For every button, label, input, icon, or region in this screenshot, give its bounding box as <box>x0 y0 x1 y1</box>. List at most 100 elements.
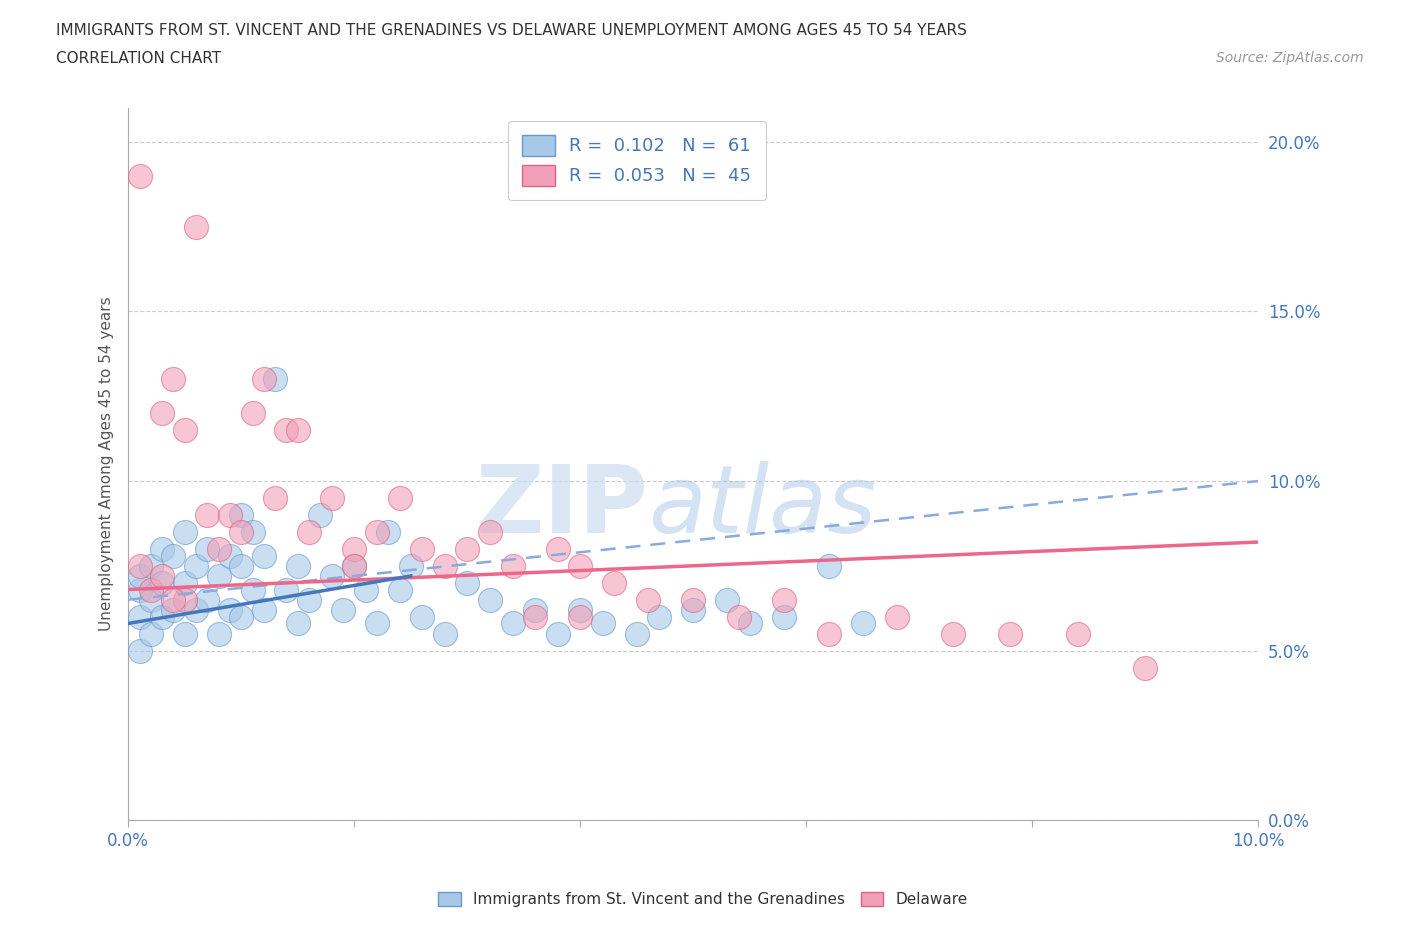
Point <box>682 603 704 618</box>
Point <box>738 616 761 631</box>
Point <box>886 609 908 624</box>
Point <box>208 568 231 583</box>
Point <box>173 592 195 607</box>
Point <box>343 541 366 556</box>
Point <box>208 541 231 556</box>
Point <box>682 592 704 607</box>
Point <box>818 626 841 641</box>
Point <box>219 508 242 523</box>
Point <box>173 423 195 438</box>
Point <box>399 558 422 573</box>
Point <box>173 576 195 591</box>
Text: atlas: atlas <box>648 461 876 552</box>
Text: CORRELATION CHART: CORRELATION CHART <box>56 51 221 66</box>
Point <box>433 558 456 573</box>
Point <box>139 582 162 597</box>
Point <box>195 592 218 607</box>
Point <box>128 168 150 183</box>
Point <box>184 558 207 573</box>
Point <box>173 626 195 641</box>
Point <box>388 582 411 597</box>
Point <box>852 616 875 631</box>
Point <box>569 558 592 573</box>
Point <box>1066 626 1088 641</box>
Point <box>366 525 388 539</box>
Point <box>231 508 253 523</box>
Text: Source: ZipAtlas.com: Source: ZipAtlas.com <box>1216 51 1364 65</box>
Point <box>366 616 388 631</box>
Point <box>231 609 253 624</box>
Point <box>128 609 150 624</box>
Point <box>433 626 456 641</box>
Point <box>173 525 195 539</box>
Point <box>287 423 309 438</box>
Point <box>287 558 309 573</box>
Point <box>184 219 207 234</box>
Point <box>150 609 173 624</box>
Point <box>411 609 433 624</box>
Point <box>231 558 253 573</box>
Point <box>456 576 478 591</box>
Point <box>524 609 547 624</box>
Point <box>569 603 592 618</box>
Point <box>195 541 218 556</box>
Point <box>139 626 162 641</box>
Point <box>195 508 218 523</box>
Point <box>411 541 433 556</box>
Point <box>354 582 377 597</box>
Point <box>569 609 592 624</box>
Point <box>287 616 309 631</box>
Point <box>139 558 162 573</box>
Point <box>772 609 794 624</box>
Point <box>942 626 965 641</box>
Point <box>298 592 321 607</box>
Point <box>139 592 162 607</box>
Point <box>219 548 242 563</box>
Point <box>219 603 242 618</box>
Point <box>321 490 343 505</box>
Point <box>231 525 253 539</box>
Point <box>332 603 354 618</box>
Point <box>264 372 287 387</box>
Point <box>128 568 150 583</box>
Point <box>150 576 173 591</box>
Point <box>343 558 366 573</box>
Point <box>184 603 207 618</box>
Point <box>388 490 411 505</box>
Point <box>547 626 569 641</box>
Point <box>1135 660 1157 675</box>
Point <box>603 576 626 591</box>
Point <box>253 372 276 387</box>
Point <box>162 592 184 607</box>
Point <box>502 558 524 573</box>
Point <box>253 548 276 563</box>
Point <box>478 592 501 607</box>
Point <box>276 582 298 597</box>
Point <box>162 603 184 618</box>
Point <box>309 508 332 523</box>
Text: IMMIGRANTS FROM ST. VINCENT AND THE GRENADINES VS DELAWARE UNEMPLOYMENT AMONG AG: IMMIGRANTS FROM ST. VINCENT AND THE GREN… <box>56 23 967 38</box>
Point <box>637 592 659 607</box>
Point <box>242 405 264 420</box>
Point <box>727 609 749 624</box>
Point <box>343 558 366 573</box>
Point <box>242 525 264 539</box>
Text: ZIP: ZIP <box>475 460 648 552</box>
Point <box>716 592 738 607</box>
Point <box>772 592 794 607</box>
Point <box>242 582 264 597</box>
Point <box>264 490 287 505</box>
Point <box>592 616 614 631</box>
Point <box>208 626 231 641</box>
Point <box>128 644 150 658</box>
Point <box>162 372 184 387</box>
Point <box>128 558 150 573</box>
Point <box>162 548 184 563</box>
Point <box>128 582 150 597</box>
Point <box>626 626 648 641</box>
Point <box>524 603 547 618</box>
Point <box>502 616 524 631</box>
Point <box>377 525 399 539</box>
Point <box>150 405 173 420</box>
Point <box>276 423 298 438</box>
